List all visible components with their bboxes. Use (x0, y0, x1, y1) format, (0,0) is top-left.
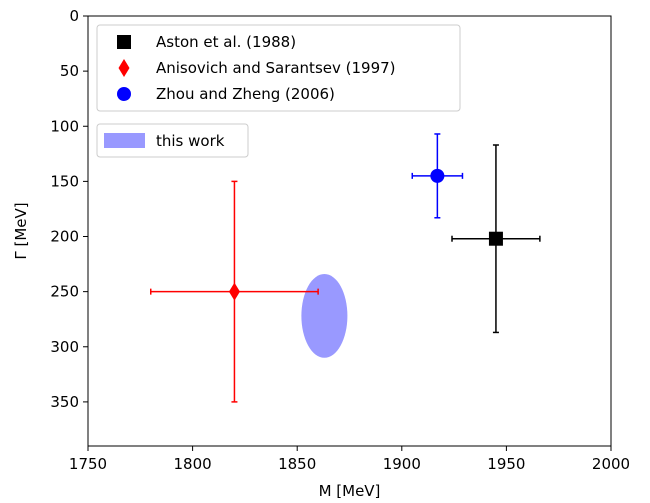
data-point (411, 133, 464, 219)
y-tick-label: 300 (50, 338, 79, 356)
x-axis-label: M [MeV] (319, 482, 381, 500)
y-tick-label: 200 (50, 228, 79, 246)
y-tick-label: 250 (50, 283, 79, 301)
legend-entry-label: Anisovich and Sarantsev (1997) (156, 59, 396, 77)
x-tick-label: 1950 (487, 455, 525, 473)
x-tick-label: 1800 (174, 455, 212, 473)
y-tick-label: 0 (69, 7, 79, 25)
y-tick-label: 150 (50, 172, 79, 190)
data-point (150, 180, 319, 403)
x-tick-label: 2000 (592, 455, 630, 473)
x-tick-label: 1900 (383, 455, 421, 473)
y-axis-label: Γ [MeV] (12, 202, 30, 259)
axis-ticks: 1750 1800 1850 1900 1950 2000 0 50 100 150 200 250 3… (50, 7, 630, 473)
marker-square (488, 231, 503, 246)
plot-area (87, 15, 612, 447)
x-tick-label: 1750 (69, 455, 107, 473)
x-tick-label: 1850 (278, 455, 316, 473)
data-point (451, 144, 541, 334)
marker-diamond (118, 59, 130, 77)
legend-region-swatch (104, 133, 145, 148)
legend-box (96, 24, 461, 112)
y-tick-label: 100 (50, 117, 79, 135)
marker-diamond (228, 282, 240, 301)
y-tick-label: 350 (50, 393, 79, 411)
legend-entry-label: Zhou and Zheng (2006) (156, 85, 335, 103)
region-ellipse (301, 274, 348, 358)
marker-circle (430, 168, 445, 183)
marker-square (117, 35, 131, 49)
legend-region: this work (96, 123, 249, 158)
plot-frame (87, 15, 612, 447)
legend-region-box (96, 123, 249, 158)
marker-circle (117, 87, 131, 101)
legend-entry-label: Aston et al. (1988) (156, 33, 296, 51)
y-tick-label: 50 (60, 62, 79, 80)
legend-region-label: this work (156, 132, 225, 150)
legend: Aston et al. (1988) Anisovich and Sarants… (96, 24, 461, 112)
